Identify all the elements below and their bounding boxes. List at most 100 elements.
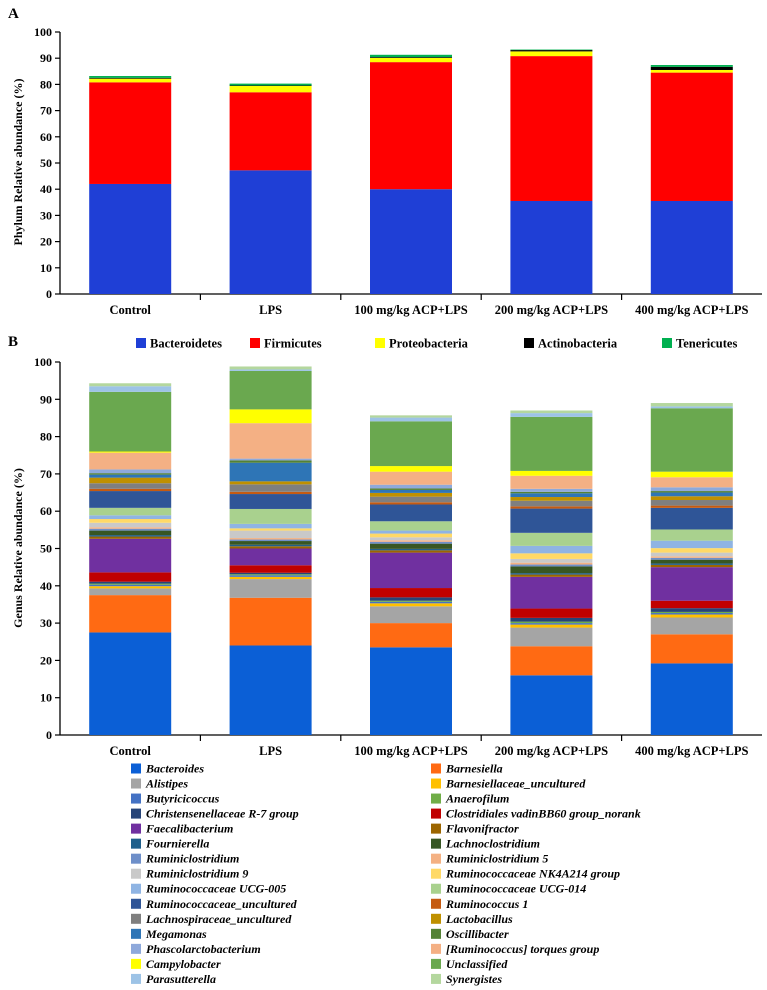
phylum-bar-segment	[510, 50, 593, 52]
genus-bar-segment	[89, 469, 172, 474]
genus-legend-label: Bacteroides	[145, 762, 204, 776]
genus-y-tick-label: 90	[40, 392, 52, 406]
phylum-bar-segment	[89, 77, 172, 79]
genus-bar-segment	[370, 504, 452, 522]
phylum-y-tick-label: 10	[40, 261, 52, 275]
genus-bar-segment	[370, 600, 452, 602]
genus-legend-swatch	[431, 853, 441, 864]
genus-bar-segment	[89, 515, 172, 520]
phylum-y-tick-label: 20	[40, 235, 52, 249]
phylum-x-category-label: 200 mg/kg ACP+LPS	[495, 303, 608, 317]
genus-bar-segment	[89, 383, 172, 387]
genus-bar-segment	[89, 632, 172, 735]
phylum-bar-segment	[229, 92, 312, 171]
genus-x-category-label: 100 mg/kg ACP+LPS	[354, 744, 467, 758]
phylum-bar-segment	[229, 170, 312, 294]
genus-bar-segment	[650, 471, 733, 478]
genus-legend-swatch	[131, 823, 141, 834]
phylum-legend: Bacteroidetes Firmicutes Proteobacteria Act…	[136, 337, 737, 351]
genus-bar-segment	[89, 391, 172, 452]
genus-bar-segment	[510, 553, 593, 559]
phylum-bar-segment	[370, 189, 452, 294]
genus-bar-segment	[89, 535, 172, 537]
genus-bar-segment	[510, 562, 593, 565]
phylum-legend-label: Firmicutes	[264, 337, 322, 351]
genus-bar-segment	[370, 548, 452, 551]
genus-legend-label: [Ruminococcus] torques group	[446, 942, 599, 956]
genus-bar-segment	[370, 521, 452, 531]
genus-bar-segment	[650, 507, 733, 530]
genus-bar-segment	[650, 500, 733, 506]
phylum-bar-segment	[510, 56, 593, 201]
genus-bar-segment	[370, 417, 452, 422]
genus-bar-segment	[89, 586, 172, 589]
genus-bar-segment	[650, 556, 733, 558]
genus-bar-segment	[650, 505, 733, 508]
genus-bar-segment	[89, 473, 172, 475]
genus-legend-label: Anaerofilum	[445, 792, 509, 806]
genus-bar-segment	[510, 621, 593, 624]
genus-bar-segment	[89, 451, 172, 453]
phylum-y-axis-label: Phylum Relative abundance (%)	[11, 78, 25, 245]
genus-bar-segment	[229, 572, 312, 575]
phylum-y-tick-label: 80	[40, 77, 52, 91]
genus-bar-segment	[650, 403, 733, 407]
phylum-bar-segment	[510, 51, 593, 57]
phylum-bar-segment	[229, 85, 312, 86]
genus-bar-segment	[89, 452, 172, 470]
genus-bar-segment	[370, 540, 452, 542]
genus-bar-segment	[510, 410, 593, 414]
genus-bar-segment	[229, 528, 312, 531]
genus-bar-segment	[650, 492, 733, 497]
genus-legend-label: Butyricicoccus	[145, 792, 220, 806]
genus-bar-segment	[89, 530, 172, 536]
genus-bar-segment	[650, 567, 733, 601]
genus-bar-segment	[370, 466, 452, 472]
genus-x-category-label: LPS	[259, 744, 282, 758]
genus-bar-segment	[650, 613, 733, 615]
genus-bar-segment	[650, 611, 733, 614]
genus-bar-segment	[650, 663, 733, 735]
genus-bar-segment	[89, 483, 172, 489]
genus-bar-segment	[370, 603, 452, 607]
genus-bar-segment	[370, 530, 452, 534]
phylum-y-tick-label: 90	[40, 51, 52, 65]
phylum-x-category-label: 100 mg/kg ACP+LPS	[354, 303, 467, 317]
genus-legend-swatch	[431, 913, 441, 924]
genus-bar-segment	[650, 559, 733, 564]
genus-legend-label: Lactobacillus	[445, 912, 513, 926]
genus-legend-label: Fournierella	[145, 837, 209, 851]
genus-legend-label: Ruminococcaceae NK4A214 group	[445, 867, 620, 881]
genus-legend-label: Phascolarctobacterium	[146, 942, 261, 956]
genus-bar-segment	[510, 491, 593, 494]
genus-bar-segment	[229, 458, 312, 461]
genus-x-category-label: 400 mg/kg ACP+LPS	[635, 744, 748, 758]
genus-bar-segment	[229, 369, 312, 371]
genus-legend-label: Ruminococcaceae_uncultured	[145, 897, 298, 911]
genus-bar-segment	[229, 481, 312, 485]
genus-bar-segment	[370, 597, 452, 601]
genus-bar-segment	[510, 646, 593, 676]
genus-bar-segment	[229, 508, 312, 524]
genus-bar-segment	[89, 588, 172, 596]
genus-bar-segment	[650, 608, 733, 612]
genus-legend-swatch	[131, 973, 141, 984]
genus-legend-label: Ruminococcaceae UCG-014	[445, 882, 586, 896]
genus-legend-label: Flavonifractor	[445, 822, 519, 836]
genus-bar-segment	[229, 491, 312, 495]
genus-legend-label: Megamonas	[145, 927, 207, 941]
genus-legend-swatch	[431, 763, 441, 774]
genus-legend-swatch	[131, 898, 141, 909]
genus-bar-segment	[229, 597, 312, 646]
genus-y-tick-label: 70	[40, 467, 52, 481]
genus-legend-swatch	[131, 883, 141, 894]
phylum-legend-swatch	[524, 338, 534, 348]
phylum-legend-label: Bacteroidetes	[150, 337, 222, 351]
genus-bar-segment	[510, 506, 593, 509]
genus-bar-segment	[229, 366, 312, 370]
genus-bar-segment	[229, 409, 312, 424]
genus-bar-segment	[650, 529, 733, 541]
phylum-x-category-label: Control	[109, 303, 151, 317]
genus-legend-label: Barnesiella	[445, 762, 503, 776]
genus-bar-segment	[370, 488, 452, 490]
